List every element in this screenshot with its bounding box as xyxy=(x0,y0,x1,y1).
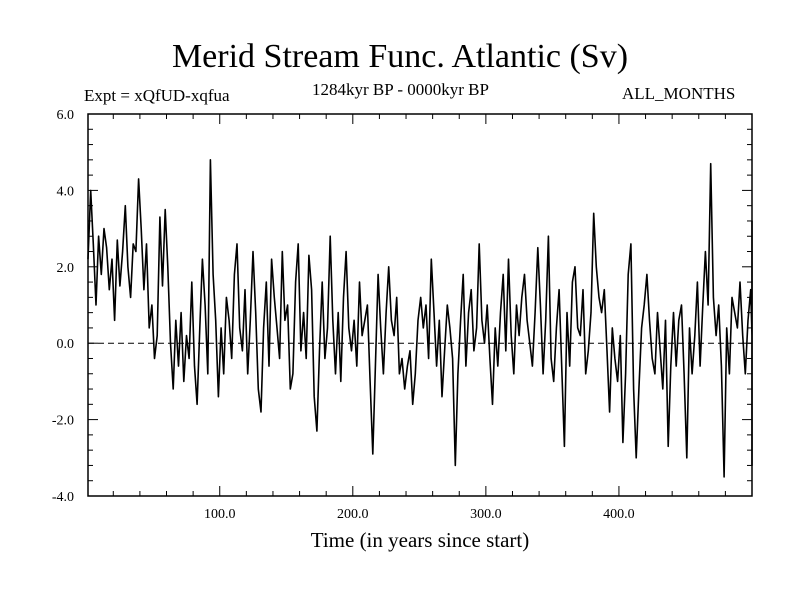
y-tick-label: 6.0 xyxy=(57,108,75,123)
months-label: ALL_MONTHS xyxy=(622,84,736,103)
chart-title: Merid Stream Func. Atlantic (Sv) xyxy=(171,38,629,75)
y-tick-label: -2.0 xyxy=(52,414,74,429)
y-tick-label: -4.0 xyxy=(52,490,74,505)
series-line xyxy=(87,159,753,478)
y-tick-label: 4.0 xyxy=(57,184,75,199)
x-tick-label: 300.0 xyxy=(470,507,502,522)
y-tick-label: 2.0 xyxy=(57,261,75,276)
experiment-label: Expt = xQfUD-xqfua xyxy=(84,86,230,105)
period-label: 1284kyr BP - 0000kyr BP xyxy=(312,80,489,99)
x-tick-label: 200.0 xyxy=(337,507,369,522)
x-axis-label: Time (in years since start) xyxy=(310,528,530,552)
y-tick-label: 0.0 xyxy=(57,337,75,352)
x-tick-label: 400.0 xyxy=(603,507,635,522)
x-tick-label: 100.0 xyxy=(204,507,236,522)
